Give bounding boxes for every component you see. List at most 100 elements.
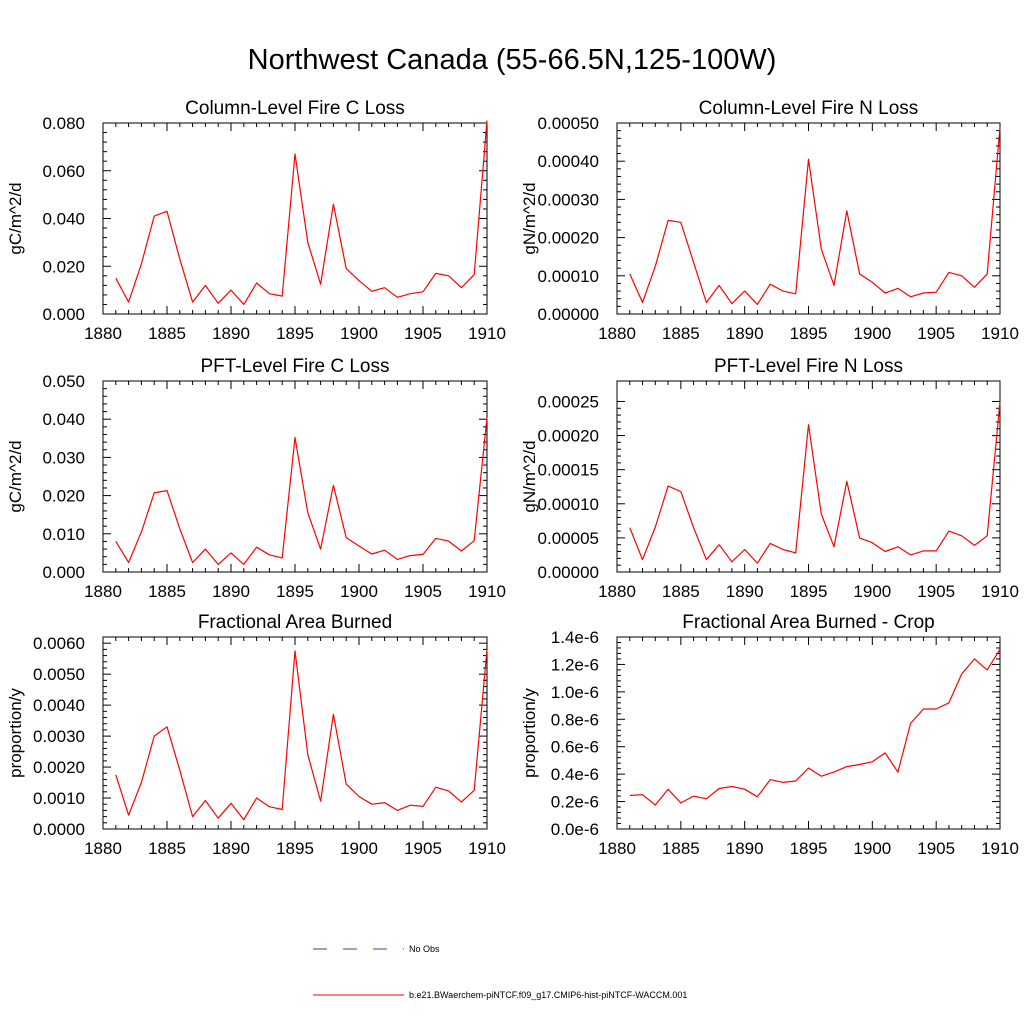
x-tick-label: 1900	[853, 582, 891, 601]
x-tick-label: 1900	[853, 324, 891, 343]
panel-3: 1880 1885 1890 1895 1900 1905 1910 0.000 0.010 0.…	[6, 356, 506, 601]
x-tick-label: 1895	[276, 324, 314, 343]
series-line	[629, 401, 1001, 564]
y-tick-label: 1.0e-6	[551, 683, 599, 702]
panel-title: Column-Level Fire N Loss	[699, 98, 919, 119]
x-tick-label: 1895	[790, 839, 828, 858]
panel-2: 1880 1885 1890 1895 1900 1905 1910 0.00000 0.000…	[520, 98, 1019, 343]
x-tick-label: 1885	[148, 839, 186, 858]
y-tick-label: 0.0050	[33, 665, 85, 684]
x-tick-label: 1890	[726, 839, 764, 858]
panel-1: 1880 1885 1890 1895 1900 1905 1910 0.000 0.020 0.…	[6, 98, 506, 343]
y-tick-label: 1.2e-6	[551, 655, 599, 674]
x-tick-label: 1880	[598, 582, 636, 601]
x-tick-label: 1905	[917, 839, 955, 858]
x-tick-label: 1910	[981, 839, 1019, 858]
y-tick-label: 0.00050	[538, 114, 599, 133]
x-tick-label: 1895	[790, 324, 828, 343]
y-axis-label: gC/m^2/d	[6, 440, 25, 512]
x-tick-label: 1890	[212, 582, 250, 601]
x-tick-label: 1890	[212, 324, 250, 343]
panel-title: Column-Level Fire C Loss	[185, 98, 405, 119]
panel-title: PFT-Level Fire N Loss	[714, 356, 903, 377]
y-tick-label: 0.00040	[538, 152, 599, 171]
y-tick-label: 0.060	[42, 162, 85, 181]
y-tick-label: 0.2e-6	[551, 793, 599, 812]
figure-title: Northwest Canada (55-66.5N,125-100W)	[247, 44, 777, 76]
y-tick-label: 0.020	[42, 257, 85, 276]
plot-frame	[102, 380, 488, 573]
x-tick-label: 1885	[662, 839, 700, 858]
x-tick-label: 1910	[468, 839, 506, 858]
legend-label-obs: No Obs	[409, 944, 440, 954]
y-axis-label: gN/m^2/d	[520, 440, 539, 512]
x-tick-label: 1880	[598, 324, 636, 343]
x-tick-label: 1880	[598, 839, 636, 858]
panel-title: Fractional Area Burned - Crop	[682, 612, 934, 633]
x-tick-label: 1905	[404, 582, 442, 601]
panel-title: PFT-Level Fire C Loss	[201, 356, 390, 377]
plot-frame	[616, 122, 1001, 315]
y-tick-label: 0.050	[42, 372, 85, 391]
y-tick-label: 0.010	[42, 525, 85, 544]
x-tick-label: 1885	[148, 582, 186, 601]
y-tick-label: 0.000	[42, 305, 85, 324]
legend-label-model: b.e21.BWaerchem-piNTCF.f09_g17.CMIP6-his…	[409, 990, 687, 1000]
series-line	[115, 649, 488, 821]
y-tick-label: 0.040	[42, 410, 85, 429]
x-tick-label: 1880	[84, 324, 122, 343]
plot-frame	[102, 122, 488, 315]
x-tick-label: 1910	[981, 582, 1019, 601]
x-tick-label: 1910	[981, 324, 1019, 343]
y-axis-label: proportion/y	[520, 688, 539, 778]
x-tick-label: 1890	[726, 582, 764, 601]
x-tick-label: 1890	[212, 839, 250, 858]
panel-title: Fractional Area Burned	[198, 612, 392, 633]
y-axis-label: proportion/y	[6, 688, 25, 778]
y-axis-label: gC/m^2/d	[6, 182, 25, 254]
x-tick-label: 1895	[790, 582, 828, 601]
plot-frame	[616, 380, 1001, 573]
x-tick-label: 1900	[340, 839, 378, 858]
legend: No Obs b.e21.BWaerchem-piNTCF.f09_g17.CMI…	[313, 944, 687, 1000]
y-tick-label: 0.00010	[538, 267, 599, 286]
x-tick-label: 1910	[468, 324, 506, 343]
x-tick-label: 1910	[468, 582, 506, 601]
panel-5: 1880 1885 1890 1895 1900 1905 1910 0.0000 0.0010…	[6, 612, 506, 858]
x-tick-label: 1880	[84, 839, 122, 858]
x-tick-label: 1885	[148, 324, 186, 343]
series-line	[629, 126, 1001, 305]
y-tick-label: 0.00000	[538, 563, 599, 582]
x-tick-label: 1900	[853, 839, 891, 858]
x-tick-label: 1880	[84, 582, 122, 601]
y-tick-label: 0.00015	[538, 461, 599, 480]
y-tick-label: 0.040	[42, 210, 85, 229]
y-tick-label: 0.00025	[538, 392, 599, 411]
x-tick-label: 1895	[276, 839, 314, 858]
y-tick-label: 0.8e-6	[551, 710, 599, 729]
y-tick-label: 0.00030	[538, 190, 599, 209]
x-tick-label: 1905	[404, 324, 442, 343]
y-tick-label: 0.00020	[538, 229, 599, 248]
panel-6: 1880 1885 1890 1895 1900 1905 1910 0.0e-6 0.2e-6…	[520, 612, 1019, 858]
y-tick-label: 0.000	[42, 563, 85, 582]
y-tick-label: 0.0000	[33, 820, 85, 839]
y-tick-label: 1.4e-6	[551, 628, 599, 647]
y-tick-label: 0.0060	[33, 634, 85, 653]
y-tick-label: 0.6e-6	[551, 738, 599, 757]
x-tick-label: 1890	[726, 324, 764, 343]
y-tick-label: 0.0040	[33, 696, 85, 715]
x-tick-label: 1885	[662, 324, 700, 343]
y-tick-label: 0.080	[42, 114, 85, 133]
y-axis-label: gN/m^2/d	[520, 182, 539, 254]
x-tick-label: 1905	[917, 582, 955, 601]
plot-frame	[102, 636, 488, 830]
y-tick-label: 0.0010	[33, 789, 85, 808]
y-tick-label: 0.4e-6	[551, 765, 599, 784]
y-tick-label: 0.0020	[33, 758, 85, 777]
plot-frame	[616, 636, 1001, 830]
y-tick-label: 0.00005	[538, 529, 599, 548]
y-tick-label: 0.00010	[538, 495, 599, 514]
y-tick-label: 0.020	[42, 487, 85, 506]
